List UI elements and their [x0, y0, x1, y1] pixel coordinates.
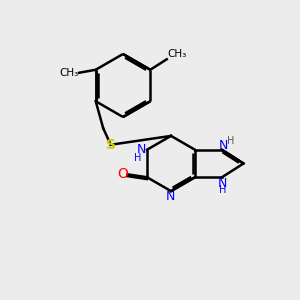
- Text: N: N: [166, 190, 175, 203]
- Text: CH₃: CH₃: [59, 68, 78, 78]
- Text: S: S: [106, 138, 116, 152]
- Text: O: O: [118, 167, 128, 181]
- Text: N: N: [137, 143, 146, 156]
- Text: N: N: [218, 177, 227, 190]
- Text: H: H: [219, 185, 226, 195]
- Text: CH₃: CH₃: [168, 49, 187, 59]
- Text: H: H: [134, 153, 141, 163]
- Text: N: N: [219, 139, 228, 152]
- Text: H: H: [227, 136, 235, 146]
